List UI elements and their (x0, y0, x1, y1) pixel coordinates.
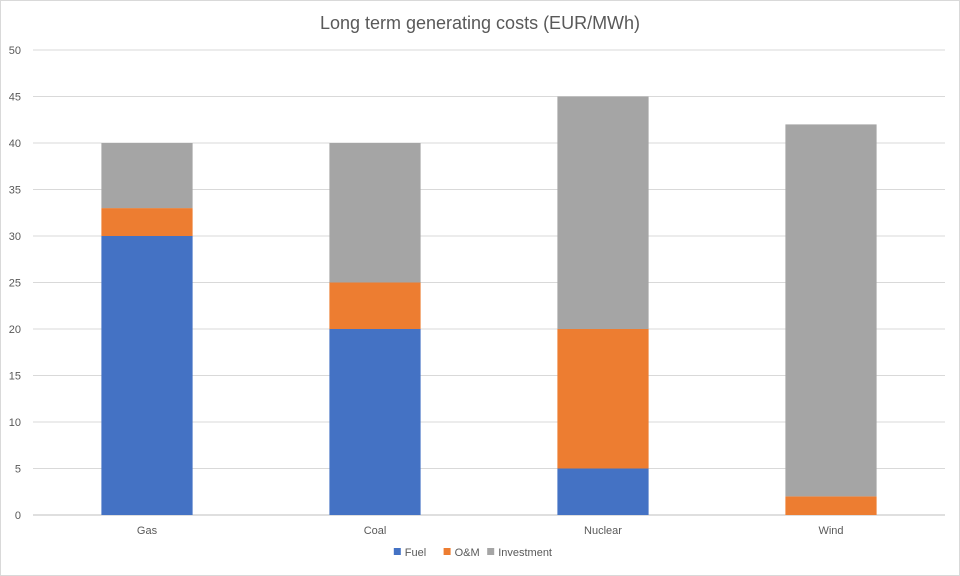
y-tick-label: 0 (15, 510, 21, 522)
bar-investment-coal (329, 143, 421, 283)
bar-investment-nuclear (557, 96, 649, 329)
bar-o-m-gas (101, 208, 193, 236)
bar-investment-wind (785, 124, 877, 497)
x-tick-label: Coal (364, 525, 387, 537)
bar-fuel-nuclear (557, 468, 649, 515)
y-tick-label: 15 (9, 371, 21, 383)
y-tick-label: 30 (9, 231, 21, 243)
bar-o-m-nuclear (557, 329, 649, 469)
y-tick-label: 25 (9, 278, 21, 290)
y-tick-label: 5 (15, 464, 21, 476)
bar-fuel-gas (101, 236, 193, 515)
bar-fuel-coal (329, 329, 421, 515)
y-tick-label: 45 (9, 92, 21, 104)
y-tick-label: 35 (9, 185, 21, 197)
legend-label: O&M (455, 547, 480, 559)
legend-swatch-o-m (443, 548, 451, 555)
legend-swatch-fuel (393, 548, 401, 555)
bar-o-m-wind (785, 496, 877, 515)
x-tick-label: Nuclear (584, 525, 622, 537)
y-tick-label: 40 (9, 138, 21, 150)
bar-investment-gas (101, 143, 193, 209)
chart-title: Long term generating costs (EUR/MWh) (319, 13, 641, 33)
bar-o-m-coal (329, 282, 421, 329)
x-tick-label: Wind (818, 525, 843, 537)
legend-label: Investment (498, 547, 552, 559)
x-tick-label: Gas (137, 525, 158, 537)
y-tick-label: 10 (9, 417, 21, 429)
legend-label: Fuel (405, 547, 426, 559)
y-tick-label: 50 (9, 45, 21, 57)
y-tick-label: 20 (9, 324, 21, 336)
legend-swatch-investment (487, 548, 495, 555)
